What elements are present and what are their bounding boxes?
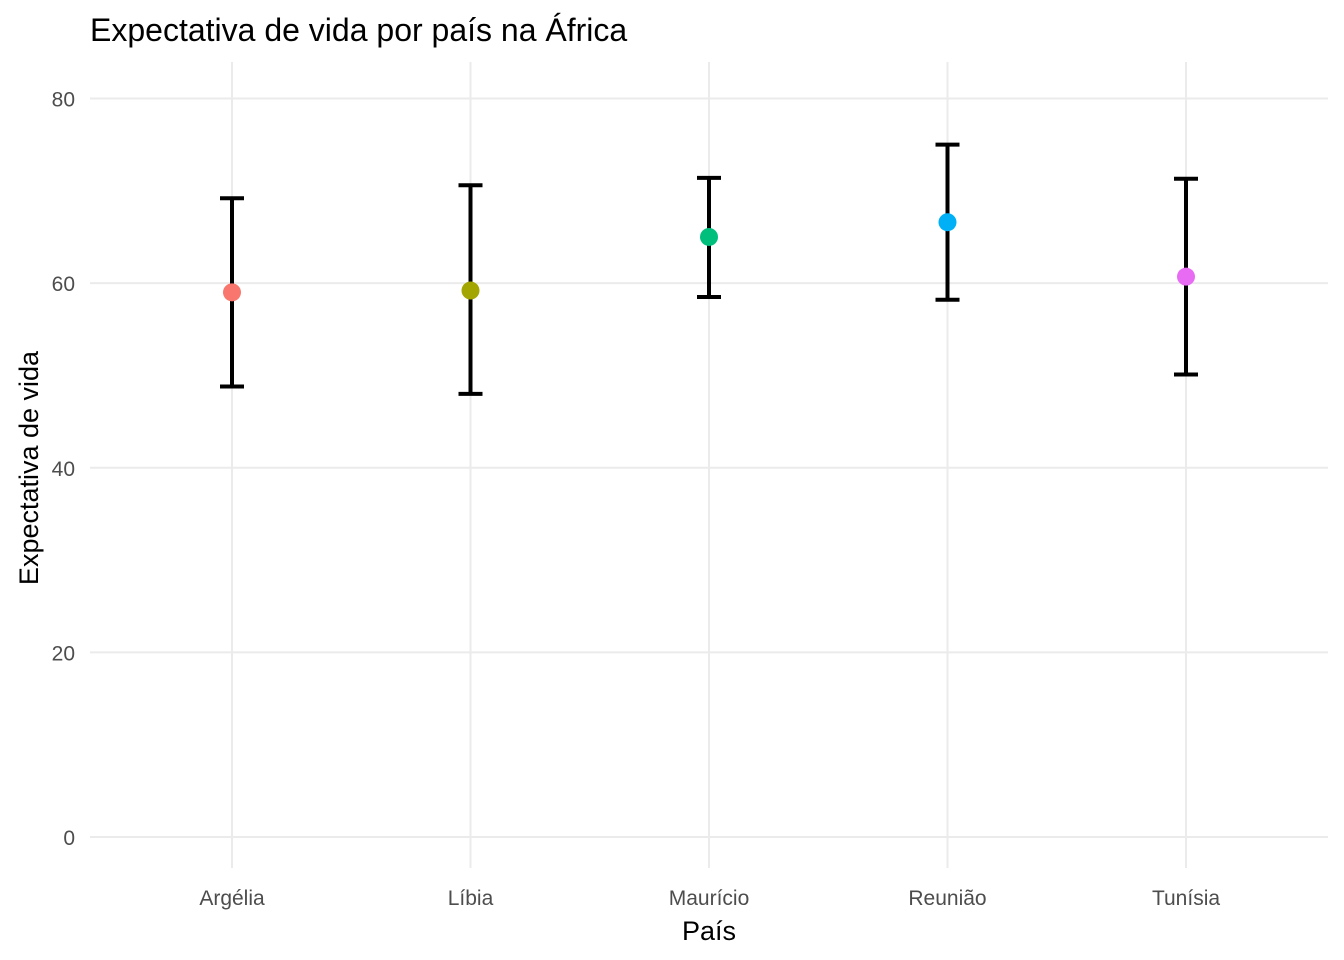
x-tick-label: Reunião xyxy=(908,887,986,910)
x-tick-label: Tunísia xyxy=(1152,887,1220,910)
chart-title: Expectativa de vida por país na África xyxy=(90,12,627,48)
y-axis-ticks: 0 20 40 60 80 xyxy=(52,89,75,851)
y-tick-label: 60 xyxy=(52,273,75,296)
x-axis-ticks: Argélia Líbia Maurício Reunião Tunísia xyxy=(199,887,1220,910)
y-tick-label: 20 xyxy=(52,642,75,665)
x-tick-label: Líbia xyxy=(448,887,494,910)
y-tick-label: 0 xyxy=(63,827,75,850)
x-axis-title: País xyxy=(682,916,736,946)
y-axis-title: Expectativa de vida xyxy=(14,350,44,585)
x-tick-label: Argélia xyxy=(199,887,265,910)
data-point xyxy=(938,213,957,232)
x-tick-label: Maurício xyxy=(669,887,750,910)
data-point xyxy=(461,281,480,300)
y-tick-label: 80 xyxy=(52,89,75,112)
data-point xyxy=(700,227,718,246)
y-tick-label: 40 xyxy=(52,458,75,481)
data-point xyxy=(223,283,241,302)
data-point xyxy=(1177,267,1195,286)
data-points xyxy=(223,213,1195,302)
